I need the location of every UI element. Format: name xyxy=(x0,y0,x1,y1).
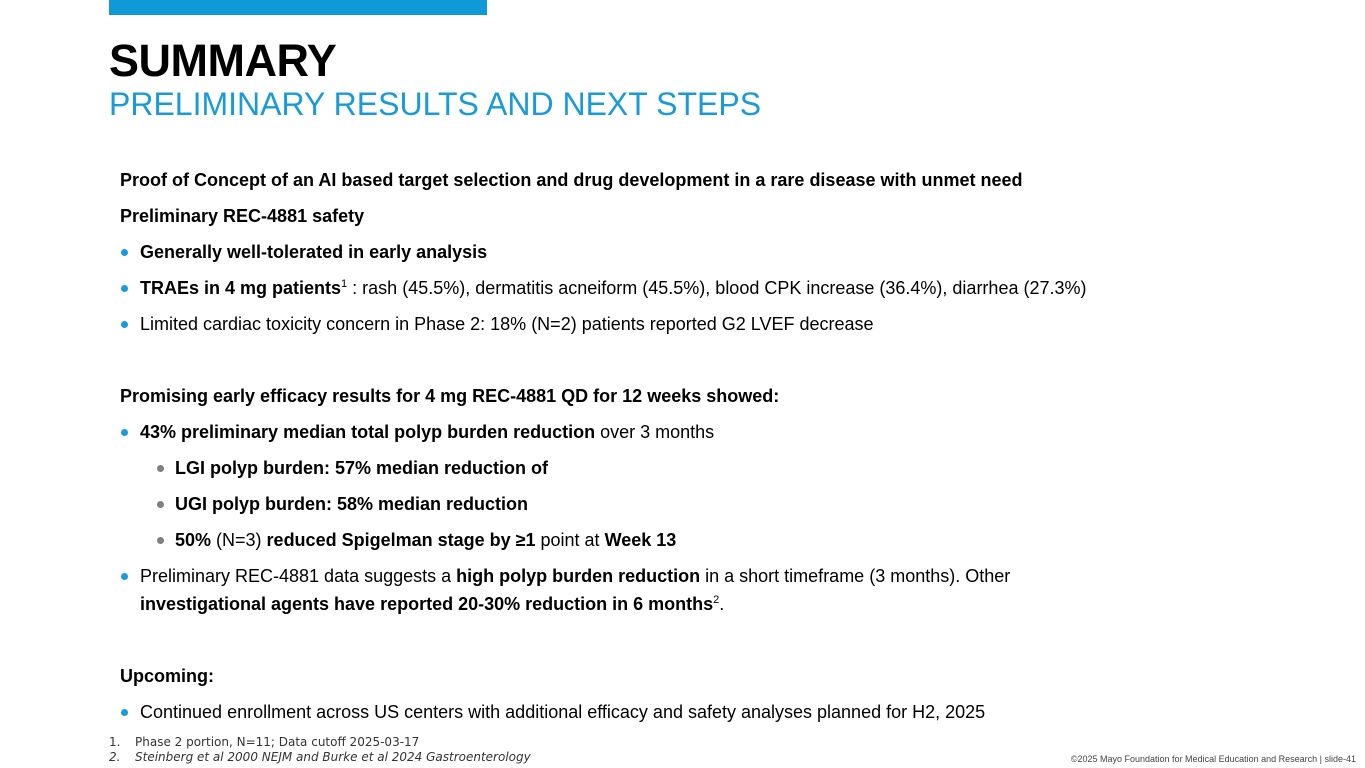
comparison-bold-1: high polyp burden reduction xyxy=(456,566,701,586)
safety-bullet-traes: TRAEs in 4 mg patients1 : rash (45.5%), … xyxy=(120,274,1300,302)
upcoming-bullet-enrollment: Continued enrollment across US centers w… xyxy=(120,698,1300,726)
traes-detail: : rash (45.5%), dermatitis acneiform (45… xyxy=(347,278,1087,298)
spigelman-week: Week 13 xyxy=(604,530,677,550)
upcoming-heading: Upcoming: xyxy=(120,666,214,686)
comparison-text-2: in a short timeframe (3 months). Other xyxy=(700,566,1011,586)
comparison-text-1: Preliminary REC-4881 data suggests a xyxy=(140,566,457,586)
efficacy-bullet-total-reduction: 43% preliminary median total polyp burde… xyxy=(120,418,1300,446)
footnote-1: 1. Phase 2 portion, N=11; Data cutoff 202… xyxy=(109,735,420,749)
efficacy-sub-ugi: UGI polyp burden: 58% median reduction xyxy=(120,490,1300,518)
footnote-ref-2: 2 xyxy=(713,594,720,606)
efficacy-heading: Promising early efficacy results for 4 m… xyxy=(120,386,780,406)
slide-title: SUMMARY xyxy=(109,35,337,86)
spigelman-pct: 50% xyxy=(175,530,212,550)
spigelman-n: (N=3) xyxy=(211,530,267,550)
safety-heading: Preliminary REC-4881 safety xyxy=(120,206,365,226)
total-reduction-bold: 43% preliminary median total polyp burde… xyxy=(140,422,596,442)
slide-content: Proof of Concept of an AI based target s… xyxy=(120,166,1300,734)
footnote-2: 2. Steinberg et al 2000 NEJM and Burke et… xyxy=(109,750,531,764)
top-accent-bar xyxy=(109,0,487,15)
slide-subtitle: PRELIMINARY RESULTS AND NEXT STEPS xyxy=(109,86,762,122)
safety-bullet-tolerated: Generally well-tolerated in early analys… xyxy=(120,238,1300,266)
footer-copyright: ©2025 Mayo Foundation for Medical Educat… xyxy=(1070,754,1356,764)
safety-bullet-cardiac: Limited cardiac toxicity concern in Phas… xyxy=(120,310,1300,338)
efficacy-sub-lgi: LGI polyp burden: 57% median reduction o… xyxy=(120,454,1300,482)
efficacy-sub-spigelman: 50% (N=3) reduced Spigelman stage by ≥1 … xyxy=(120,526,1300,554)
intro-heading: Proof of Concept of an AI based target s… xyxy=(120,170,1023,190)
spigelman-reduced: reduced Spigelman stage by ≥1 xyxy=(266,530,536,550)
comparison-bold-2: investigational agents have reported 20-… xyxy=(140,594,714,614)
footnotes: 1. Phase 2 portion, N=11; Data cutoff 202… xyxy=(109,735,531,765)
total-reduction-rest: over 3 months xyxy=(595,422,715,442)
footnote-ref-1: 1 xyxy=(341,278,348,290)
traes-label: TRAEs in 4 mg patients xyxy=(140,278,342,298)
comparison-end: . xyxy=(719,594,725,614)
efficacy-bullet-comparison: Preliminary REC-4881 data suggests a hig… xyxy=(120,562,1300,618)
spigelman-point-at: point at xyxy=(535,530,605,550)
